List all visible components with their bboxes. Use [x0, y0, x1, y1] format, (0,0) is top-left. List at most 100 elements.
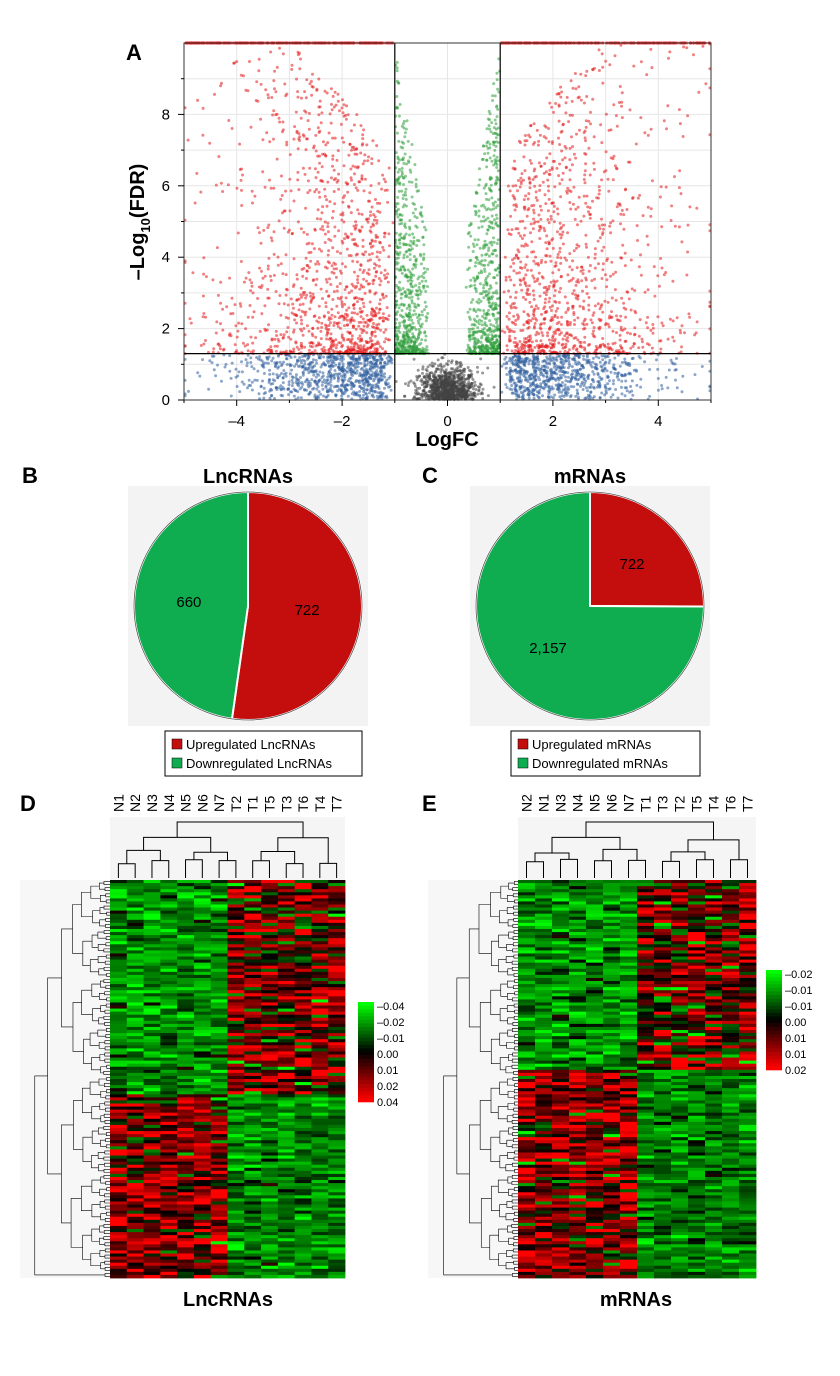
volcano-point-logfc: [541, 394, 544, 397]
volcano-point-sig: [219, 302, 222, 305]
volcano-point-fdr: [495, 105, 498, 108]
volcano-point-ns: [467, 381, 470, 384]
volcano-point-sig: [306, 191, 309, 194]
volcano-point-logfc: [505, 367, 508, 370]
volcano-point-logfc: [291, 384, 294, 387]
volcano-point-sig: [379, 251, 382, 254]
volcano-point-fdr: [401, 292, 404, 295]
volcano-point-sig: [667, 338, 670, 341]
volcano-point-logfc: [374, 391, 377, 394]
volcano-point-fdr: [494, 158, 497, 161]
volcano-point-logfc: [328, 356, 331, 359]
volcano-point-logfc: [621, 392, 624, 395]
volcano-point-logfc: [564, 391, 567, 394]
volcano-point-sig: [679, 329, 682, 332]
volcano-point-sig: [356, 300, 359, 303]
volcano-point-logfc: [355, 372, 358, 375]
volcano-point-fdr: [495, 206, 498, 209]
volcano-point-fdr: [395, 263, 398, 266]
volcano-point-sig: [258, 231, 261, 234]
volcano-point-fdr: [468, 334, 471, 337]
volcano-point-sig: [304, 207, 307, 210]
volcano-point-logfc: [328, 370, 331, 373]
volcano-point-logfc: [303, 363, 306, 366]
volcano-point-sig: [372, 282, 375, 285]
volcano-point-sig: [328, 261, 331, 264]
volcano-point-sig: [279, 198, 282, 201]
volcano-point-sig: [234, 324, 237, 327]
volcano-point-sig: [701, 45, 704, 48]
volcano-point-logfc: [558, 388, 561, 391]
volcano-point-fdr: [423, 330, 426, 333]
volcano-point-fdr: [489, 342, 492, 345]
volcano-point-sig: [315, 283, 318, 286]
volcano-point-fdr: [487, 152, 490, 155]
volcano-point-fdr: [420, 290, 423, 293]
volcano-point-sig: [338, 109, 341, 112]
volcano-point-sig: [378, 302, 381, 305]
volcano-point-fdr: [477, 238, 480, 241]
volcano-point-fdr: [404, 153, 407, 156]
volcano-point-sig: [321, 297, 324, 300]
volcano-point-sig: [601, 311, 604, 314]
volcano-point-logfc: [230, 395, 233, 398]
volcano-point-logfc: [612, 382, 615, 385]
volcano-point-fdr: [473, 332, 476, 335]
volcano-point-fdr: [490, 305, 493, 308]
volcano-point-sig: [556, 230, 559, 233]
volcano-point-ns: [421, 368, 424, 371]
volcano-point-logfc: [336, 389, 339, 392]
volcano-point-logfc: [599, 361, 602, 364]
volcano-point-fdr: [473, 318, 476, 321]
volcano-point-sig: [324, 143, 327, 146]
volcano-point-sig: [215, 320, 218, 323]
volcano-point-logfc: [314, 381, 317, 384]
volcano-point-logfc: [368, 376, 371, 379]
volcano-point-sig: [263, 304, 266, 307]
volcano-point-logfc: [350, 363, 353, 366]
volcano-point-sig: [561, 178, 564, 181]
volcano-point-sig: [376, 251, 379, 254]
volcano-point-sig: [285, 273, 288, 276]
volcano-point-logfc: [367, 361, 370, 364]
volcano-point-sig: [584, 162, 587, 165]
volcano-point-logfc: [525, 358, 528, 361]
volcano-point-sig: [543, 124, 546, 127]
volcano-point-sig: [302, 327, 305, 330]
volcano-point-sig: [659, 257, 662, 260]
volcano-point-sig: [285, 253, 288, 256]
volcano-point-sig: [532, 250, 535, 253]
volcano-point-sig: [579, 73, 582, 76]
volcano-point-sig: [600, 218, 603, 221]
volcano-point-sig: [524, 273, 527, 276]
volcano-point-sig: [583, 152, 586, 155]
volcano-point-sig: [554, 102, 557, 105]
volcano-point-sig: [549, 255, 552, 258]
volcano-point-sig: [687, 224, 690, 227]
volcano-point-fdr: [482, 296, 485, 299]
volcano-point-logfc: [617, 371, 620, 374]
volcano-point-logfc: [331, 365, 334, 368]
volcano-point-logfc: [198, 375, 201, 378]
volcano-point-sig: [663, 119, 666, 122]
volcano-point-sig: [270, 187, 273, 190]
volcano-point-ns: [472, 387, 475, 390]
volcano-point-sig: [607, 178, 610, 181]
volcano-point-fdr: [425, 335, 428, 338]
volcano-point-logfc: [280, 388, 283, 391]
volcano-point-logfc: [620, 386, 623, 389]
volcano-point-sig: [328, 200, 331, 203]
volcano-point-sig: [359, 152, 362, 155]
volcano-point-logfc: [500, 365, 503, 368]
volcano-point-logfc: [547, 392, 550, 395]
volcano-point-sig: [330, 332, 333, 335]
volcano-point-fdr: [397, 202, 400, 205]
volcano-point-logfc: [670, 359, 673, 362]
volcano-point-sig: [382, 312, 385, 315]
volcano-point-fdr: [415, 289, 418, 292]
volcano-point-fdr: [483, 264, 486, 267]
volcano-point-sig: [366, 325, 369, 328]
volcano-point-sig: [285, 141, 288, 144]
volcano-point-fdr: [481, 335, 484, 338]
volcano-point-sig: [324, 90, 327, 93]
